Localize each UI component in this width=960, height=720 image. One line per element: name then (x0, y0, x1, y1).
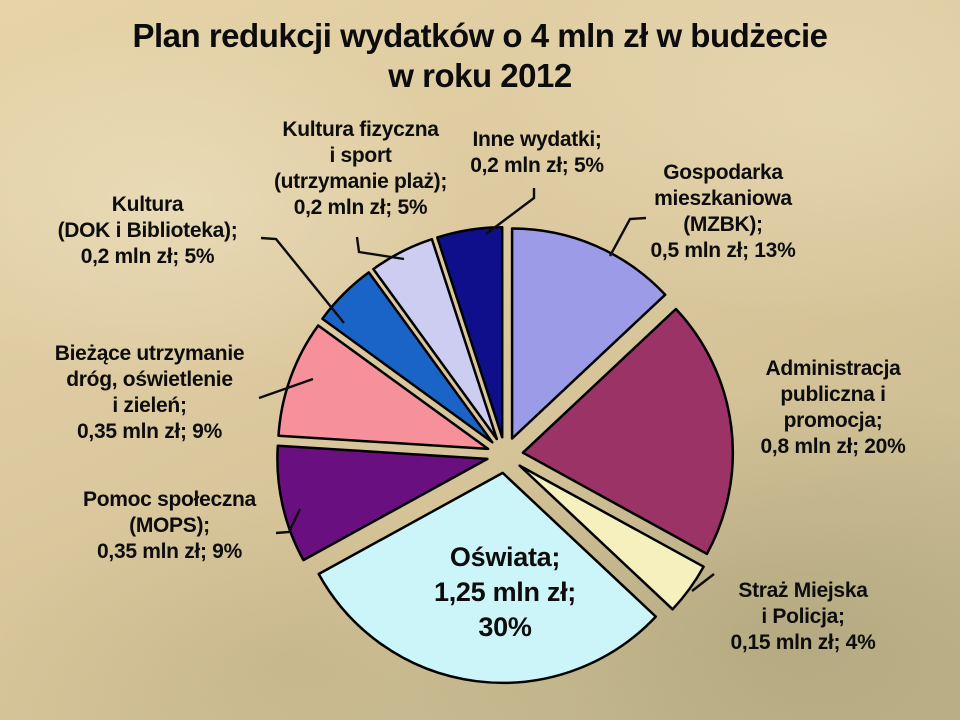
callout-administracja-publiczna: Administracja publiczna i promocja; 0,8 … (760, 357, 906, 459)
callout-oswiata: Oświata; 1,25 mln zł; 30% (434, 542, 576, 643)
pie-slice-5 (277, 324, 490, 451)
pie-slice-1 (521, 307, 735, 556)
pie-slice-6 (321, 271, 494, 444)
callout-gospodarka-mieszkaniowa: Gospodarka mieszkaniowa (MZBK); 0,5 mln … (650, 161, 796, 263)
pie-slice-0 (510, 227, 667, 440)
pie-slice-2 (518, 464, 705, 611)
leader-line-4 (260, 236, 345, 324)
callout-straz-miejska: Straż Miejska i Policja; 0,15 mln zł; 4% (730, 579, 876, 655)
pie-slice-3 (317, 471, 658, 685)
callout-kultura-fizyczna: Kultura fizyczna i sport (utrzymanie pla… (273, 118, 448, 220)
leader-line-0 (608, 216, 647, 257)
chart-title: Plan redukcji wydatków o 4 mln zł w budż… (132, 17, 828, 95)
leader-line-1 (691, 573, 715, 592)
pie-slice-4 (276, 444, 489, 562)
callout-kultura-dok: Kultura (DOK i Biblioteka); 0,2 mln zł; … (57, 193, 238, 269)
leader-line-3 (258, 377, 314, 400)
callout-inne-wydatki: Inne wydatki; 0,2 mln zł; 5% (470, 128, 604, 178)
callout-biezace-utrzymanie-drog: Bieżące utrzymanie dróg, oświetlenie i z… (54, 342, 245, 444)
pie-slice-8 (436, 225, 504, 439)
leader-line-2 (275, 508, 302, 535)
leader-line-5 (355, 236, 405, 261)
pie-slice-7 (372, 237, 499, 441)
leader-line-6 (485, 188, 536, 235)
callout-pomoc-spoleczna: Pomoc społeczna (MOPS); 0,35 mln zł; 9% (83, 488, 256, 564)
